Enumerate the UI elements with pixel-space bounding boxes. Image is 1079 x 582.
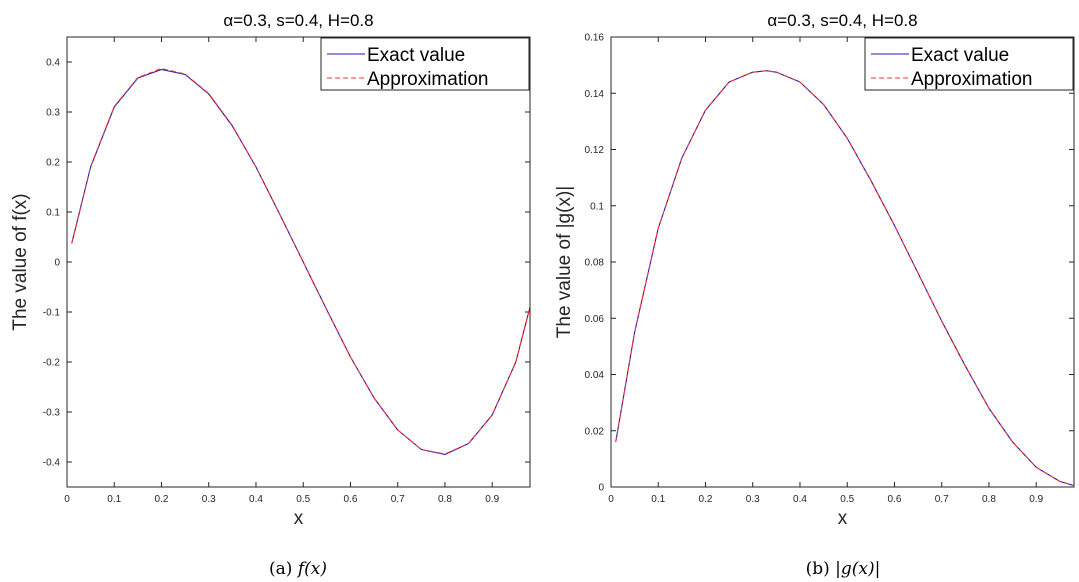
legend: Exact value Approximation: [864, 37, 1074, 91]
y-tick-label: 0.16: [585, 33, 605, 44]
y-tick-label: 0.14: [585, 89, 605, 100]
series-line-exact-value: [71, 68, 530, 456]
x-tick-label: 0.1: [107, 494, 121, 505]
x-tick-label: 0.4: [793, 494, 807, 505]
x-tick-label: 0.5: [296, 494, 310, 505]
y-tick-label: 0: [54, 258, 60, 269]
y-tick-label: 0.1: [46, 208, 60, 219]
caption-prefix: (b): [806, 559, 836, 579]
x-tick-label: 0.8: [438, 494, 452, 505]
series-line-approximation: [615, 70, 1074, 487]
legend-entry: Approximation: [911, 69, 1032, 90]
y-tick-label: 0.12: [585, 145, 605, 156]
x-tick-label: 0.1: [651, 494, 665, 505]
x-axis-label: x: [838, 508, 848, 529]
chart-title: α=0.3, s=0.4, H=0.8: [767, 11, 917, 30]
caption-math: f(x): [296, 559, 327, 579]
panel-caption: (b) |g(x)|: [806, 559, 881, 579]
y-tick-label: 0.3: [46, 108, 60, 119]
legend-entry: Exact value: [911, 45, 1009, 66]
legend: Exact value Approximation: [320, 37, 530, 91]
x-tick-label: 0.7: [391, 494, 405, 505]
y-tick-label: 0.06: [585, 314, 605, 325]
x-tick-label: 0.6: [888, 494, 902, 505]
legend-box: [864, 37, 1074, 91]
x-axis-label: x: [294, 508, 304, 529]
plot-area: [66, 36, 531, 488]
x-tick-label: 0.9: [1029, 494, 1043, 505]
plot-area: [610, 36, 1075, 488]
x-tick-label: 0: [608, 494, 614, 505]
y-tick-label: -0.3: [43, 408, 61, 419]
legend-box: [320, 37, 530, 91]
y-tick-label: -0.4: [43, 458, 61, 469]
x-tick-label: 0.2: [155, 494, 169, 505]
legend-entry: Approximation: [367, 69, 488, 90]
x-tick-label: 0.8: [982, 494, 996, 505]
x-tick-label: 0.9: [485, 494, 499, 505]
panel-caption: (a) f(x): [269, 559, 327, 579]
chart-title: α=0.3, s=0.4, H=0.8: [223, 11, 373, 30]
series-line-approximation: [71, 67, 530, 455]
legend-entry: Exact value: [367, 45, 465, 66]
x-tick-label: 0.5: [840, 494, 854, 505]
x-tick-label: 0.7: [935, 494, 949, 505]
caption-math: |g(x)|: [835, 559, 880, 579]
x-tick-label: 0.4: [249, 494, 263, 505]
y-tick-label: 0.4: [46, 58, 60, 69]
chart-panel-1: 0 0.1 0.2 0.3 0.4 0.5 0.6 0.7 0.8 0.9 -0.4 -0.3 -0.2…: [10, 11, 531, 579]
y-axis-label: The value of |g(x)|: [554, 186, 575, 338]
y-tick-label: 0.04: [585, 370, 605, 381]
y-tick-label: 0.02: [585, 426, 605, 437]
y-axis-label: The value of f(x): [10, 193, 31, 330]
y-tick-label: 0: [598, 483, 604, 494]
y-tick-label: 0.1: [590, 201, 604, 212]
series-line-exact-value: [615, 70, 1074, 487]
y-tick-label: -0.1: [43, 308, 61, 319]
x-tick-label: 0: [64, 494, 70, 505]
y-tick-label: 0.2: [46, 158, 60, 169]
caption-prefix: (a): [269, 559, 298, 579]
x-tick-label: 0.2: [699, 494, 713, 505]
y-tick-label: 0.08: [585, 258, 605, 269]
x-tick-label: 0.3: [202, 494, 216, 505]
chart-panel-2: 0 0.1 0.2 0.3 0.4 0.5 0.6 0.7 0.8 0.9 0 0.02 0.04 0.0…: [554, 11, 1075, 579]
y-tick-label: -0.2: [43, 358, 61, 369]
x-tick-label: 0.6: [344, 494, 358, 505]
x-tick-label: 0.3: [746, 494, 760, 505]
